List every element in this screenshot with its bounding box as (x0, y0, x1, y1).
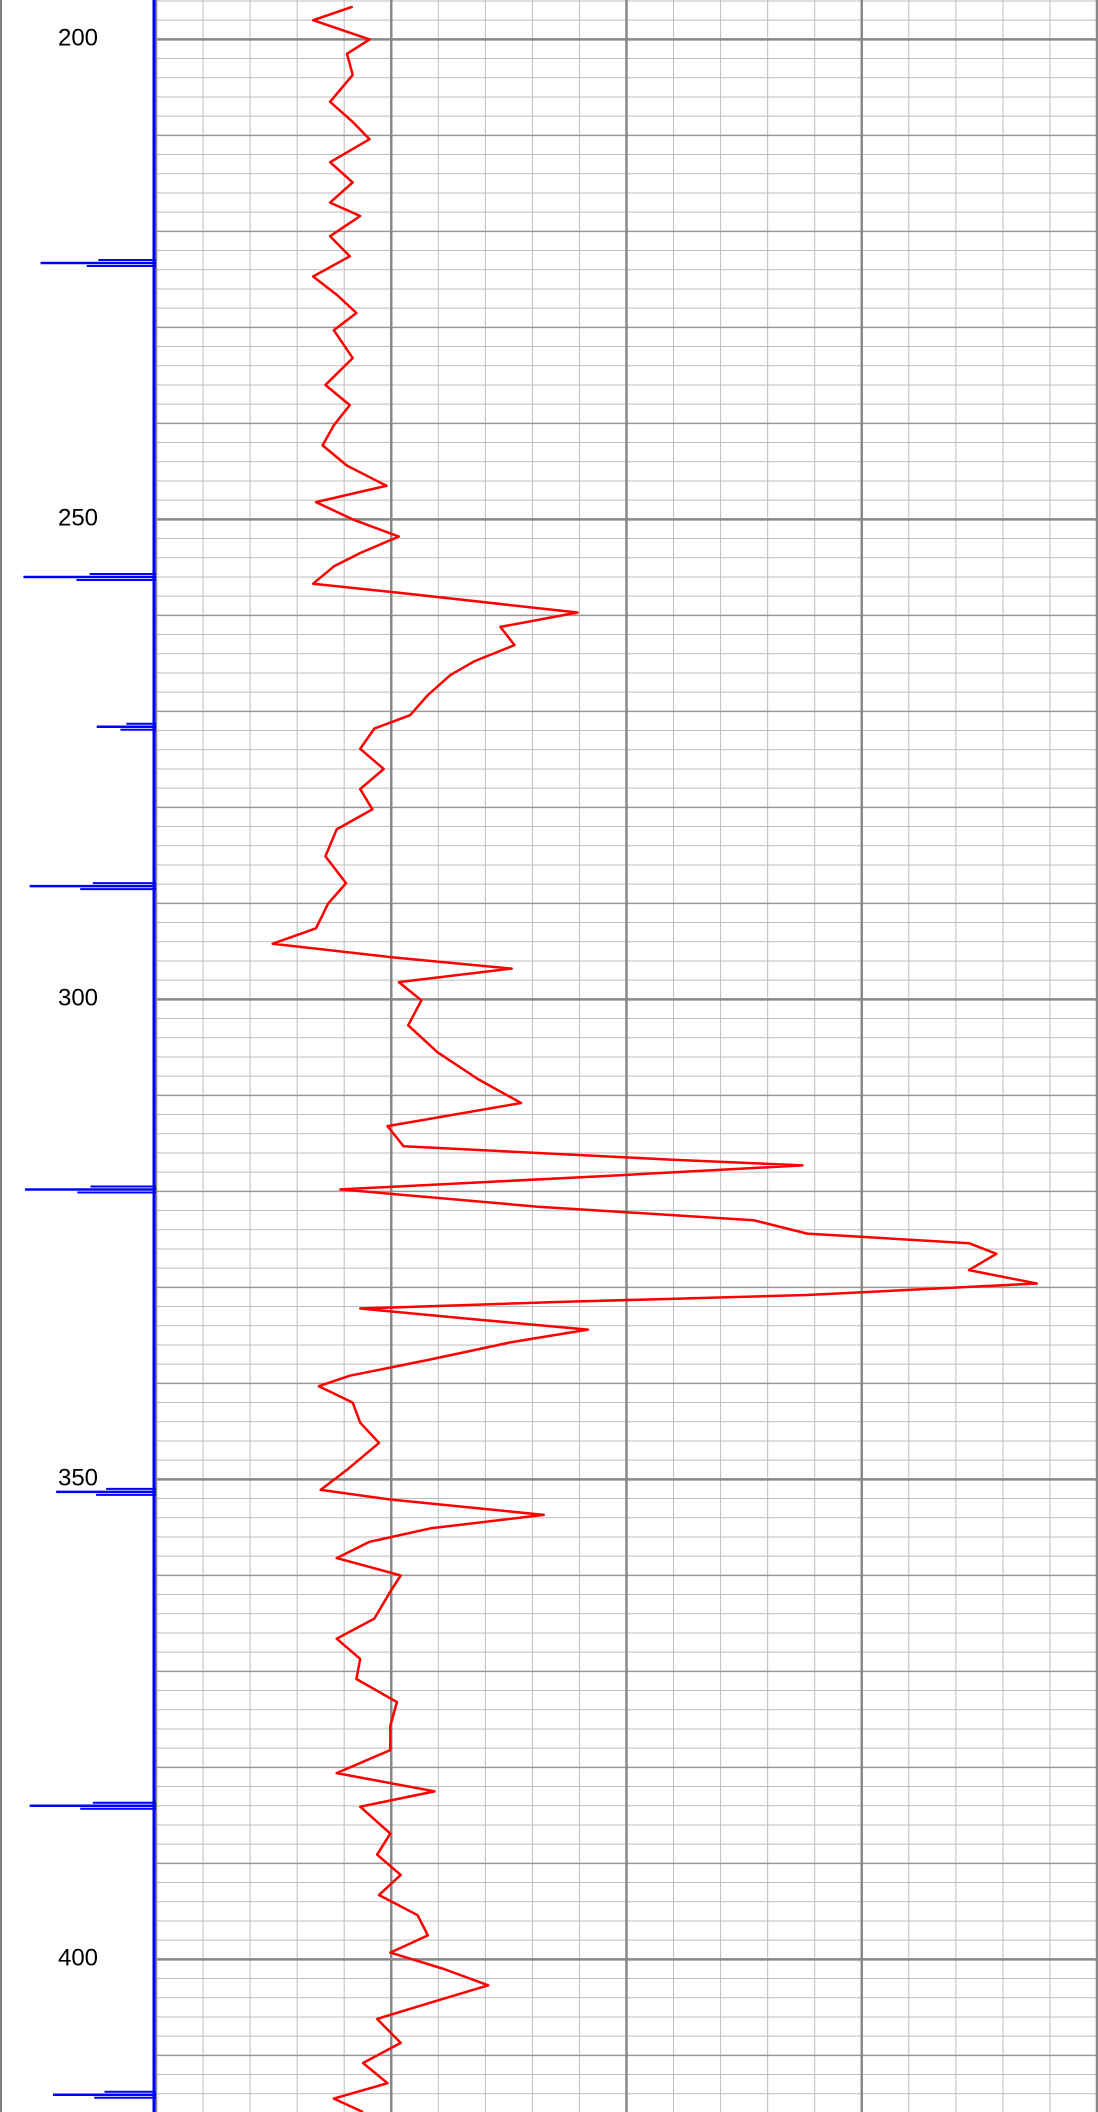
log-curve (271, 5, 1039, 2112)
y-tick-label: 300 (58, 985, 98, 1012)
y-tick-label: 250 (58, 505, 98, 532)
y-tick-label: 350 (58, 1465, 98, 1492)
y-tick-label: 400 (58, 1945, 98, 1972)
y-tick-label: 200 (58, 25, 98, 52)
